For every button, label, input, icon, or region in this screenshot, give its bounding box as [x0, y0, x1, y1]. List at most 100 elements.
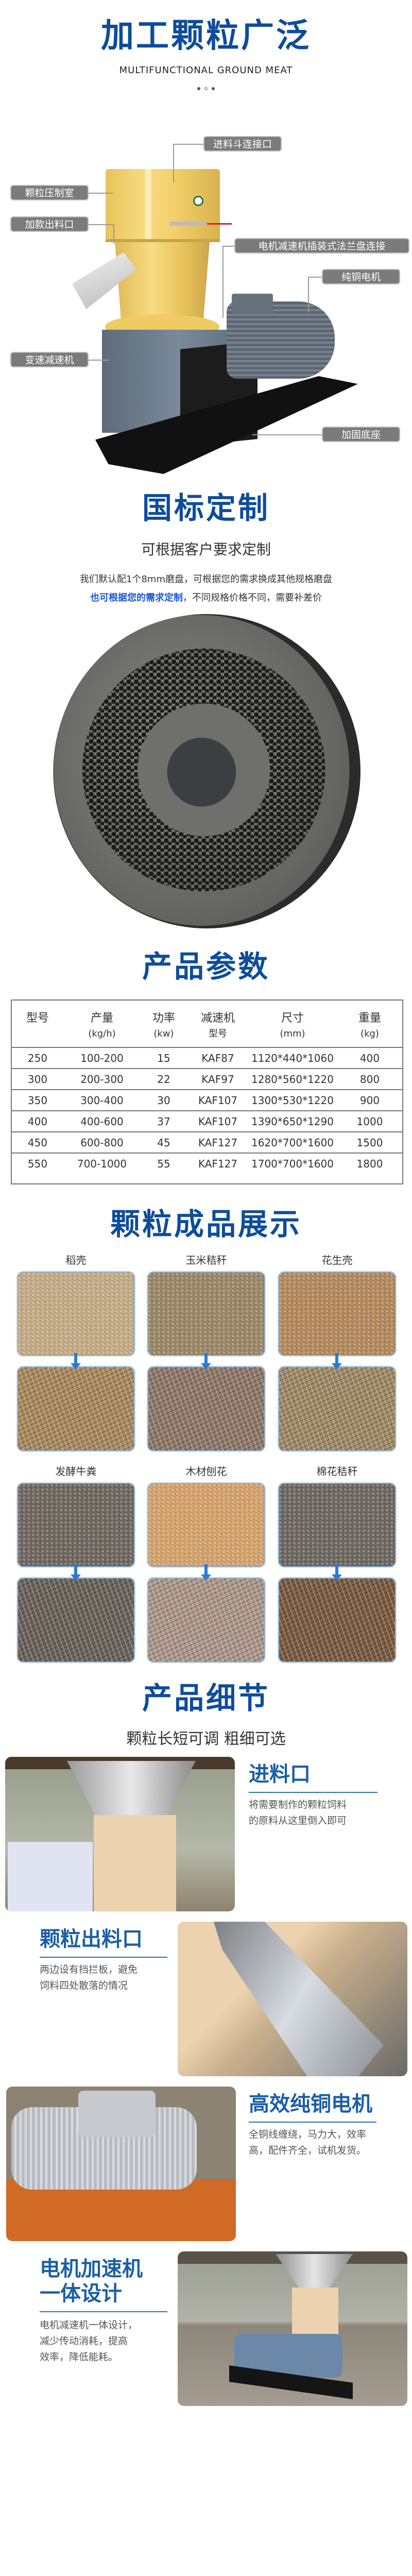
table-cell: 350 [12, 1089, 63, 1111]
table-cell: 55 [141, 1153, 187, 1174]
arrow-down-icon [201, 1353, 211, 1369]
table-cell: 400 [12, 1110, 63, 1132]
custom-subtitle: 可根据客户要求定制 [141, 541, 271, 558]
pellet-outlet-image [178, 1922, 407, 2076]
table-cell: 1800 [336, 1153, 403, 1174]
detail-heading: 进料口 [249, 1762, 311, 1786]
details-title: 产品细节 [142, 1681, 270, 1716]
detail-text: 全铜线缠绕，马力大，效率 高，配件齐全，试机发货。 [249, 2129, 367, 2156]
table-cell: 15 [141, 1047, 187, 1069]
table-cell: 800 [336, 1068, 403, 1090]
table-cell: 300-400 [63, 1089, 141, 1111]
table-header-cell: 尺寸 (mm) [280, 1012, 305, 1039]
table-cell: 250 [12, 1047, 63, 1069]
custom-title: 国标定制 [142, 490, 270, 526]
table-row: 350 300-400 30 KAF107 1300*530*1220 900 [12, 1089, 403, 1111]
custom-line2-rest: ，不同规格价格不同，需要补差价 [183, 592, 322, 603]
label-motor: 纯铜电机 [322, 269, 400, 284]
table-cell: 300 [12, 1068, 63, 1090]
table-cell: 22 [141, 1068, 187, 1090]
material-label: 玉米秸秆 [185, 1254, 227, 1266]
raw-material-image [278, 1483, 396, 1567]
table-cell: 400-600 [63, 1110, 141, 1132]
label-hopper-port: 进料斗连接口 [203, 136, 282, 151]
raw-material-image [147, 1483, 265, 1567]
custom-line1: 我们默认配1个8mm磨盘，可根据您的需求换成其他规格磨盘 [80, 574, 332, 585]
material-label: 木材刨花 [185, 1465, 227, 1478]
table-cell: 700-1000 [63, 1153, 141, 1174]
material-label: 稻壳 [65, 1254, 87, 1266]
hero-dots [0, 82, 412, 92]
table-cell: KAF127 [187, 1153, 249, 1174]
table-cell: 37 [141, 1110, 187, 1132]
label-gearbox: 变速减速机 [10, 352, 89, 367]
showcase-title: 颗粒成品展示 [110, 1207, 302, 1242]
table-cell: 30 [141, 1089, 187, 1111]
table-cell: KAF107 [187, 1110, 249, 1132]
material-label: 发酵牛粪 [55, 1465, 97, 1478]
table-cell: 900 [336, 1089, 403, 1111]
table-cell: 400 [336, 1047, 403, 1069]
table-header-cell: 产量 (kg/h) [88, 1012, 116, 1039]
table-row: 450 600-800 45 KAF127 1620*700*1600 1500 [12, 1131, 403, 1153]
arrow-down-icon [332, 1353, 342, 1369]
table-cell: KAF107 [187, 1089, 249, 1111]
table-cell: 1000 [336, 1110, 403, 1132]
detail-heading: 高效纯铜电机 [249, 2092, 372, 2116]
detail-heading: 电机加速机 一体设计 [40, 2257, 143, 2306]
copper-motor-image [6, 2087, 236, 2241]
pellet-machine-image [0, 0, 412, 489]
params-title: 产品参数 [142, 949, 270, 984]
custom-line2: 也可根据您的需求定制，不同规格价格不同，需要补差价 [0, 590, 412, 604]
label-flange: 电机减速机插装式法兰盘连接 [234, 238, 409, 253]
table-cell: KAF87 [187, 1047, 249, 1069]
params-table: 型号 产量 (kg/h) 功率 (kw) 减速机 型号 尺寸 (mm) 重量 (kg) 250 100… [11, 999, 403, 1184]
table-cell: 1700*700*1600 [249, 1153, 336, 1174]
pellet-image [17, 1578, 135, 1663]
arrow-down-icon [201, 1564, 211, 1581]
raw-material-image [17, 1272, 135, 1356]
table-header-row: 型号 产量 (kg/h) 功率 (kw) 减速机 型号 尺寸 (mm) 重量 (kg) [12, 1001, 403, 1047]
custom-highlight: 也可根据您的需求定制 [90, 592, 183, 603]
table-row: 250 100-200 15 KAF87 1120*440*1060 400 [12, 1047, 403, 1069]
table-cell: 550 [12, 1153, 63, 1174]
label-press-chamber: 颗粒压制室 [10, 185, 89, 200]
table-row: 550 700-1000 55 KAF127 1700*700*1600 1800 [12, 1153, 403, 1174]
table-cell: 1500 [336, 1131, 403, 1153]
hero-subtitle: MULTIFUNCTIONAL GROUND MEAT [119, 65, 293, 76]
pellet-image [278, 1578, 396, 1663]
table-cell: 1390*650*1290 [249, 1110, 336, 1132]
table-cell: 1300*530*1220 [249, 1089, 336, 1111]
table-cell: 100-200 [63, 1047, 141, 1069]
table-cell: 1120*440*1060 [249, 1047, 336, 1069]
table-cell: 45 [141, 1131, 187, 1153]
feed-inlet-image [5, 1757, 235, 1911]
material-label: 花生壳 [321, 1254, 353, 1266]
label-base: 加固底座 [322, 427, 400, 442]
material-label: 棉花秸秆 [316, 1465, 358, 1478]
raw-material-image [278, 1272, 396, 1356]
pellet-image [147, 1578, 265, 1663]
table-cell: KAF127 [187, 1131, 249, 1153]
pellet-image [278, 1366, 396, 1451]
raw-material-image [17, 1483, 135, 1567]
hero-title: 加工颗粒广泛 [101, 17, 311, 55]
table-header-cell: 减速机 型号 [200, 1012, 235, 1039]
table-row: 300 200-300 22 KAF97 1280*560*1220 800 [12, 1068, 403, 1090]
table-cell: 1620*700*1600 [249, 1131, 336, 1153]
table-cell: KAF97 [187, 1068, 249, 1090]
table-header-cell: 重量 (kg) [358, 1012, 381, 1039]
pellet-image [17, 1366, 135, 1451]
table-cell: 600-800 [63, 1131, 141, 1153]
table-cell: 450 [12, 1131, 63, 1153]
table-cell: 1280*560*1220 [249, 1068, 336, 1090]
detail-text: 电机减速机一体设计， 减少传动消耗，提高 效率，降低能耗。 [40, 2319, 138, 2363]
table-row: 400 400-600 37 KAF107 1390*650*1290 1000 [12, 1110, 403, 1132]
raw-material-image [147, 1272, 265, 1356]
arrow-down-icon [71, 1564, 81, 1581]
die-plate-image [53, 614, 360, 929]
label-outlet: 加款出料口 [10, 216, 89, 232]
detail-text: 将需要制作的颗粒饲料 的原料从这里倒入即可 [249, 1799, 347, 1826]
details-subtitle: 颗粒长短可调 粗细可选 [126, 1730, 286, 1748]
arrow-down-icon [332, 1564, 342, 1581]
